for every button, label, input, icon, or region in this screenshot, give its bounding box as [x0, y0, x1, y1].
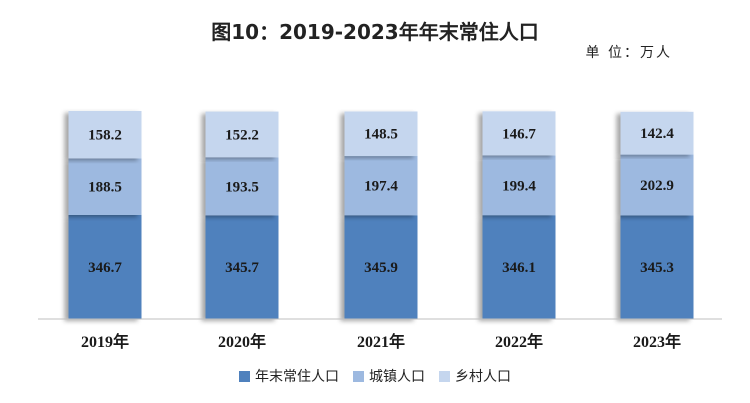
bar-segment-3-1: [68, 110, 142, 159]
data-label-3-4: 146.7: [502, 126, 536, 142]
bar-segment-2-2: [205, 157, 279, 216]
data-label-1-4: 346.1: [502, 260, 536, 276]
bar-segment-3-5: [620, 111, 694, 155]
data-label-1-3: 345.9: [364, 260, 398, 276]
data-label-1-5: 345.3: [640, 260, 674, 276]
category-label-1: 2019年: [81, 332, 129, 351]
data-label-1-2: 345.7: [225, 260, 259, 276]
category-label-4: 2022年: [495, 332, 543, 351]
data-label-3-5: 142.4: [640, 126, 674, 142]
chart-title: 图10：2019-2023年年末常住人口: [211, 20, 539, 44]
legend-item-3: 乡村人口: [439, 366, 511, 386]
legend-label-1: 年末常住人口: [255, 369, 339, 385]
bar-segment-1-3: [344, 215, 418, 319]
data-label-3-3: 148.5: [364, 127, 398, 143]
legend-swatch-3: [439, 370, 450, 382]
bar-segment-1-1: [68, 214, 142, 319]
data-label-2-5: 202.9: [640, 178, 674, 194]
category-label-2: 2020年: [218, 332, 266, 351]
category-label-5: 2023年: [633, 332, 681, 351]
category-labels: 2019年 2020年 2021年 2022年 2023年: [81, 332, 681, 351]
legend-swatch-2: [353, 370, 364, 382]
legend: 年末常住人口 城镇人口 乡村人口: [0, 366, 750, 386]
data-label-3-1: 158.2: [88, 128, 122, 144]
unit-label: 单 位：万人: [585, 45, 672, 61]
bars-group: 346.7 188.5 158.2 345.7 193.5 152.2 345.9 197.4…: [68, 110, 694, 319]
bar-segment-2-3: [344, 156, 418, 216]
legend-label-3: 乡村人口: [455, 369, 511, 385]
bar-segment-3-3: [344, 111, 418, 157]
data-label-1-1: 346.7: [88, 260, 122, 276]
category-label-3: 2021年: [357, 332, 405, 351]
legend-item-1: 年末常住人口: [239, 366, 339, 386]
legend-item-2: 城镇人口: [353, 366, 425, 386]
bar-segment-1-4: [482, 215, 556, 319]
bar-segment-1-2: [205, 215, 279, 319]
bar-segment-2-1: [68, 158, 142, 215]
bar-segment-2-4: [482, 155, 556, 216]
data-label-3-2: 152.2: [225, 127, 259, 143]
data-label-2-4: 199.4: [502, 178, 536, 194]
bar-segment-3-4: [482, 111, 556, 156]
data-label-2-2: 193.5: [225, 179, 259, 195]
legend-label-2: 城镇人口: [369, 369, 425, 385]
legend-swatch-1: [239, 370, 250, 382]
bar-segment-2-5: [620, 154, 694, 216]
data-label-2-1: 188.5: [88, 180, 122, 196]
bar-segment-3-2: [205, 111, 279, 158]
bar-segment-1-5: [620, 215, 694, 319]
data-label-2-3: 197.4: [364, 179, 398, 195]
